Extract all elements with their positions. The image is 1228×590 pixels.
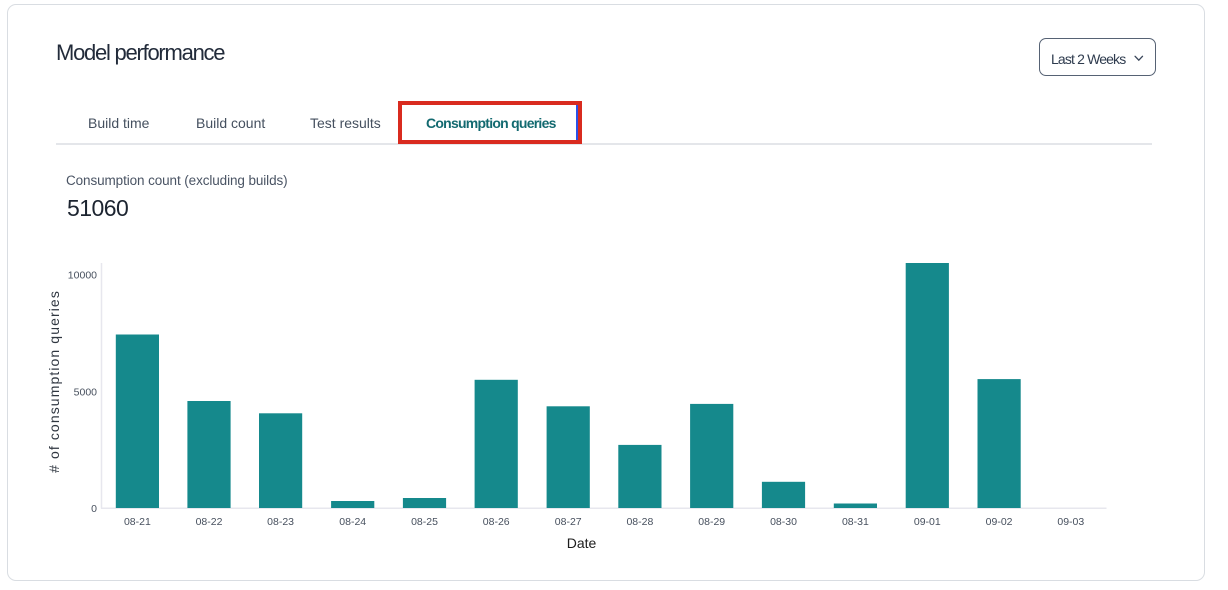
svg-text:08-29: 08-29 <box>698 516 725 528</box>
svg-text:09-03: 09-03 <box>1057 516 1084 528</box>
svg-text:08-28: 08-28 <box>626 516 653 528</box>
svg-text:08-26: 08-26 <box>483 516 510 528</box>
svg-text:08-25: 08-25 <box>411 516 438 528</box>
svg-text:08-31: 08-31 <box>842 516 869 528</box>
svg-text:08-30: 08-30 <box>770 516 797 528</box>
svg-text:Date: Date <box>567 535 597 551</box>
svg-text:10000: 10000 <box>68 270 97 282</box>
svg-text:08-24: 08-24 <box>339 516 366 528</box>
svg-text:08-27: 08-27 <box>555 516 582 528</box>
svg-text:08-22: 08-22 <box>196 516 223 528</box>
svg-text:# of consumption queries: # of consumption queries <box>46 290 62 473</box>
svg-text:08-21: 08-21 <box>124 516 151 528</box>
svg-text:08-23: 08-23 <box>267 516 294 528</box>
svg-text:09-02: 09-02 <box>986 516 1013 528</box>
svg-text:0: 0 <box>91 503 97 515</box>
svg-text:5000: 5000 <box>74 386 98 398</box>
svg-text:09-01: 09-01 <box>914 516 941 528</box>
